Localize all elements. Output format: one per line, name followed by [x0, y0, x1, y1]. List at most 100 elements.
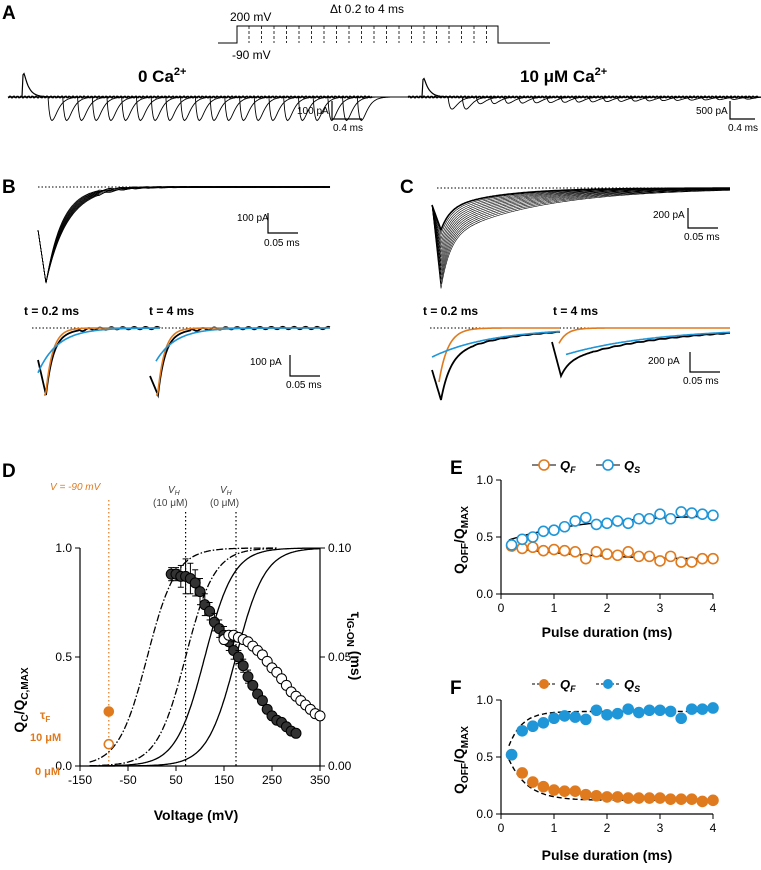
trace-c-overlay-line: [431, 187, 730, 236]
q-data-point-qs: [664, 705, 677, 718]
boltzmann-curve: [89, 547, 320, 767]
legend-f-qf-marker: [539, 679, 549, 689]
fit-slow-blue: [431, 330, 561, 358]
trace-b-overlay-line: [37, 186, 331, 284]
q-data-point-qf: [675, 793, 688, 805]
scale-c-bottom-x: 0.05 ms: [683, 376, 719, 387]
q-data-point-qs: [526, 720, 539, 733]
q-data-point-qs: [601, 709, 613, 721]
trace-c-overlay-line: [431, 188, 730, 271]
panel-f: F QF QS 0 1 2 3 4 0.0 0.5 1.0 QOFF/QMAX Pulse d…: [450, 677, 719, 863]
protocol-v-low: -90 mV: [232, 48, 271, 62]
tau-data-point: [237, 660, 249, 672]
protocol-dt-label: Δt 0.2 to 4 ms: [330, 2, 404, 16]
x-tick-label: -150: [68, 773, 92, 787]
q-data-point-qf: [590, 546, 603, 558]
fit-fast-orange: [438, 327, 560, 383]
voltage-protocol: [218, 25, 550, 44]
tau-data-point: [256, 695, 268, 707]
q-data-point-qf: [537, 780, 550, 793]
panel-d: D -150 -50 50 150 250 350 0.0 0.5 1.0 0.00 0.05 0.1…: [2, 461, 364, 823]
q-data-point-qs: [685, 703, 698, 715]
traces-b-overlay: [37, 186, 331, 284]
scale-a-left-y: 100 pA: [297, 106, 329, 117]
plot-f: 0 1 2 3 4 0.0 0.5 1.0: [476, 693, 719, 835]
trace-c-overlay-line: [431, 189, 730, 276]
q-data-point-qs: [622, 517, 635, 530]
scale-bar-b-top: [267, 213, 298, 234]
panel-c: C 200 pA 0.05 ms t = 0.2 ms t = 4 ms 200…: [400, 177, 731, 401]
x-tick-label: 50: [169, 773, 183, 787]
scale-bar-c-bottom: [689, 352, 720, 373]
y-tick-label: 0.5: [55, 650, 72, 664]
q-data-point-qs: [611, 707, 624, 720]
q-data-point-qf: [590, 789, 603, 802]
tau-data-point: [247, 679, 259, 691]
y-tick-label: 1.0: [476, 473, 493, 487]
q-data-point-qs: [505, 748, 518, 761]
xlabel-d: Voltage (mV): [154, 807, 239, 823]
x-tick-label: 0: [498, 601, 505, 615]
q-data-point-qf: [558, 544, 571, 557]
trace-measured: [37, 325, 161, 396]
q-data-point-qf: [611, 791, 624, 803]
plot-d: -150 -50 50 150 250 350 0.0 0.5 1.0 0.00 0.05 0.10: [55, 500, 352, 787]
x-tick-label: 4: [710, 821, 717, 835]
x-tick-label: 1: [551, 821, 558, 835]
trace-c-overlay-line: [431, 189, 730, 280]
q-data-point-qs: [537, 716, 550, 729]
label-vh-10-conc: (10 μM): [153, 498, 188, 509]
boltzmann-curve: [89, 547, 277, 763]
q-data-point-qs: [696, 703, 709, 715]
q-data-point-qs: [696, 508, 709, 521]
x-tick-label: 3: [657, 821, 664, 835]
x-tick-label: 350: [310, 773, 330, 787]
q-data-point-qf: [579, 788, 592, 801]
q-data-point-qs: [654, 704, 666, 717]
label-tau-f: τF: [40, 708, 50, 724]
q-data-point-qf: [569, 546, 582, 558]
trace-off-current: [342, 96, 403, 122]
protocol-v-high: 200 mV: [230, 10, 271, 24]
ylabel-d-right: τIG-ON (ms): [344, 612, 364, 681]
scale-b-top-y: 100 pA: [237, 213, 269, 224]
panel-a: A 200 mV -90 mV Δt 0.2 to 4 ms 0 Ca2+ 10…: [2, 2, 761, 134]
q-data-point-qs: [548, 524, 560, 536]
q-data-point-qf: [696, 795, 709, 808]
q-data-point-qf: [537, 544, 550, 557]
y-tick-label: 1.0: [476, 693, 493, 707]
x-tick-label: -50: [119, 773, 137, 787]
tau-data-point: [314, 710, 326, 722]
x-tick-label: 3: [657, 601, 664, 615]
y-tick-label: 1.0: [55, 541, 72, 555]
panel-b: B 100 pA 0.05 ms t = 0.2 ms t = 4 ms 100…: [2, 177, 332, 399]
panel-letter-d: D: [2, 461, 16, 482]
x-tick-label: 150: [214, 773, 234, 787]
legend-f-qs: QS: [624, 677, 640, 694]
scale-bar-a-right: [729, 101, 755, 120]
tau-data-point: [290, 727, 302, 739]
label-vh-0-conc: (0 μM): [210, 498, 239, 509]
scale-b-bottom-x: 0.05 ms: [286, 380, 322, 391]
scale-c-top-y: 200 pA: [653, 210, 685, 221]
q-data-point-qs: [558, 520, 571, 533]
q-data-point-qf: [516, 767, 529, 779]
q-data-point-qf: [622, 546, 635, 558]
q-data-point-qs: [579, 713, 592, 726]
traces-10-ca: [407, 77, 761, 110]
trace-b-overlay-line: [37, 186, 331, 284]
q-data-point-qs: [685, 507, 698, 519]
x-tick-label: 250: [262, 773, 282, 787]
q-data-point-qf: [654, 555, 666, 567]
trace-off-current: [715, 96, 761, 101]
q-data-point-qf: [632, 550, 645, 563]
exp-fit-curve: [508, 710, 713, 747]
y-tick-label: 0.5: [476, 750, 493, 764]
q-data-point-qs: [664, 512, 677, 525]
tau-data-point: [204, 605, 216, 617]
label-conc-10: 10 μM: [30, 732, 61, 744]
label-c-t1: t = 0.2 ms: [423, 304, 478, 318]
x-tick-label: 4: [710, 601, 717, 615]
q-data-point-qs: [590, 518, 603, 531]
panel-letter-a: A: [2, 3, 16, 24]
